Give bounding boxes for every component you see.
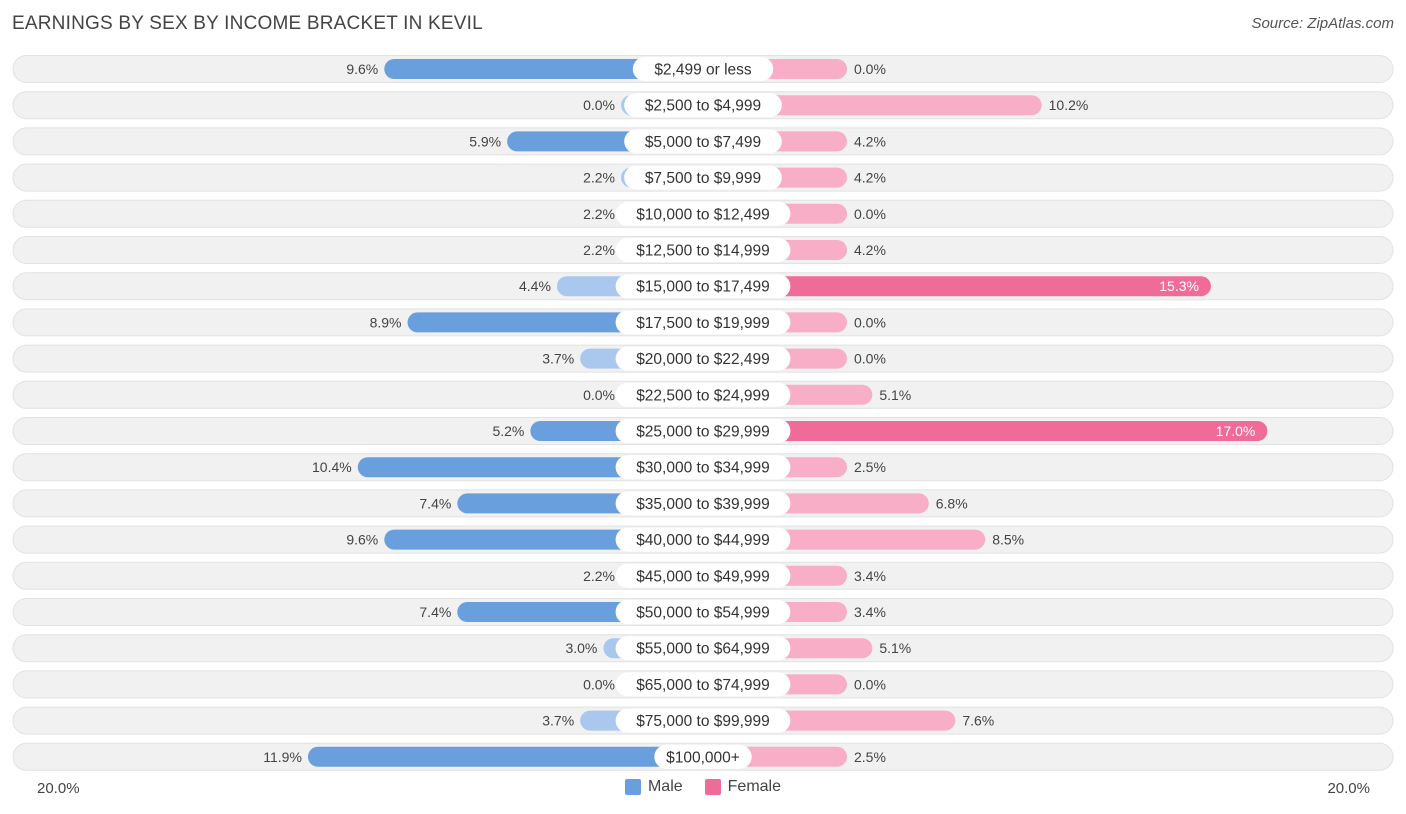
male-value-label: 2.2% <box>583 242 615 258</box>
category-pill <box>624 165 782 190</box>
legend-female-label: Female <box>727 778 782 795</box>
category-label: $45,000 to $49,999 <box>636 568 770 585</box>
male-value-label: 3.7% <box>542 713 574 729</box>
category-pill <box>615 455 791 480</box>
category-label: $5,000 to $7,499 <box>645 134 761 151</box>
female-value-label: 2.5% <box>854 459 886 475</box>
category-label: $65,000 to $74,999 <box>636 677 770 694</box>
male-value-label: 11.9% <box>263 749 302 765</box>
category-pill <box>632 57 774 81</box>
category-pill <box>615 708 791 733</box>
female-value-label: 3.4% <box>854 568 886 584</box>
axis-left-label: 20.0% <box>37 780 80 797</box>
female-value-label: 7.6% <box>962 713 994 729</box>
category-label: $22,500 to $24,999 <box>636 387 770 404</box>
male-value-label: 2.2% <box>583 206 615 222</box>
category-label: $20,000 to $22,499 <box>636 351 770 368</box>
male-value-label: 4.4% <box>519 278 551 294</box>
male-value-label: 3.0% <box>565 640 597 656</box>
female-value-label: 10.2% <box>1049 97 1089 113</box>
female-bar[interactable] <box>703 421 1268 441</box>
category-label: $100,000+ <box>666 749 740 766</box>
category-label: $2,499 or less <box>654 62 752 79</box>
category-pill <box>615 419 791 443</box>
category-label: $7,500 to $9,999 <box>645 170 761 187</box>
female-value-label: 8.5% <box>992 532 1024 548</box>
male-value-label: 0.0% <box>583 676 615 692</box>
male-value-label: 10.4% <box>312 459 352 475</box>
female-value-label: 5.1% <box>879 640 911 656</box>
male-value-label: 7.4% <box>419 604 451 620</box>
male-value-label: 9.6% <box>346 61 378 77</box>
category-label: $75,000 to $99,999 <box>636 713 770 730</box>
female-value-label: 6.8% <box>936 495 968 511</box>
legend-item-male[interactable]: Male <box>624 778 683 796</box>
category-label: $12,500 to $14,999 <box>636 243 770 260</box>
category-label: $2,500 to $4,999 <box>645 98 761 115</box>
male-value-label: 9.6% <box>346 532 378 548</box>
female-value-label: 0.0% <box>854 676 886 692</box>
category-pill <box>615 274 791 299</box>
category-label: $35,000 to $39,999 <box>636 496 770 513</box>
male-bar[interactable] <box>307 746 703 767</box>
female-value-label: 0.0% <box>854 314 886 330</box>
female-value-label: 4.2% <box>854 170 886 186</box>
category-pill <box>615 563 791 588</box>
female-value-label: 0.0% <box>854 351 886 367</box>
category-label: $10,000 to $12,499 <box>636 206 770 223</box>
category-pill <box>615 527 791 552</box>
category-label: $25,000 to $29,999 <box>636 424 770 441</box>
source-note: Source: ZipAtlas.com <box>1251 15 1394 32</box>
axis-right-label: 20.0% <box>1327 780 1370 797</box>
female-value-label: 0.0% <box>854 206 886 222</box>
male-bar[interactable] <box>357 457 703 478</box>
category-pill <box>624 129 782 154</box>
category-pill <box>654 744 752 769</box>
male-swatch <box>624 779 641 795</box>
male-value-label: 5.2% <box>492 423 524 439</box>
male-value-label: 2.2% <box>583 170 615 186</box>
female-value-label: 15.3% <box>1159 278 1199 294</box>
chart-title: EARNINGS BY SEX BY INCOME BRACKET IN KEV… <box>12 13 483 34</box>
female-swatch <box>704 779 721 795</box>
female-value-label: 3.4% <box>854 604 886 620</box>
legend-item-female[interactable]: Female <box>704 778 782 796</box>
male-value-label: 2.2% <box>583 568 615 584</box>
female-value-label: 4.2% <box>854 242 886 258</box>
category-label: $40,000 to $44,999 <box>636 532 770 549</box>
category-label: $17,500 to $19,999 <box>636 315 770 332</box>
legend: Male Female <box>0 778 1406 796</box>
female-bar[interactable] <box>703 95 1042 116</box>
male-value-label: 7.4% <box>419 495 451 511</box>
category-pill <box>615 600 791 624</box>
male-value-label: 0.0% <box>583 387 615 403</box>
category-pill <box>615 201 791 226</box>
category-pill <box>615 672 791 697</box>
category-pill <box>615 636 791 661</box>
category-pill <box>615 491 791 516</box>
category-pill <box>624 93 782 118</box>
category-label: $55,000 to $64,999 <box>636 641 770 658</box>
female-value-label: 2.5% <box>854 749 886 765</box>
category-label: $15,000 to $17,499 <box>636 279 770 296</box>
female-value-label: 5.1% <box>879 387 911 403</box>
female-bar[interactable] <box>703 276 1211 297</box>
female-value-label: 0.0% <box>854 61 886 77</box>
category-pill <box>615 346 791 371</box>
female-value-label: 4.2% <box>854 133 886 149</box>
category-label: $30,000 to $34,999 <box>636 460 770 477</box>
male-bar[interactable] <box>384 59 703 79</box>
category-pill <box>615 382 791 407</box>
category-pill <box>615 310 791 335</box>
category-pill <box>615 238 791 262</box>
male-value-label: 3.7% <box>542 351 574 367</box>
female-value-label: 17.0% <box>1216 423 1256 439</box>
male-value-label: 8.9% <box>370 314 402 330</box>
male-value-label: 5.9% <box>469 133 501 149</box>
male-value-label: 0.0% <box>583 97 615 113</box>
category-label: $50,000 to $54,999 <box>636 605 770 622</box>
legend-male-label: Male <box>647 778 683 795</box>
